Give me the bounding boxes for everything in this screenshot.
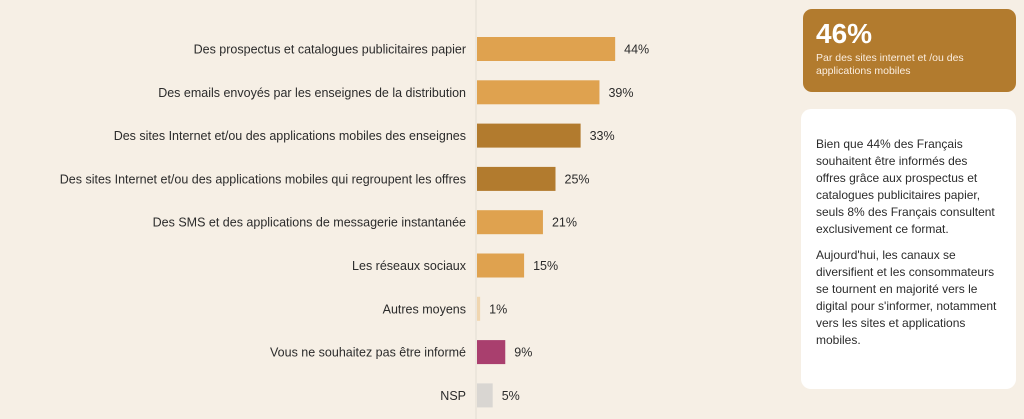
- bar: [477, 37, 616, 61]
- value-label: 15%: [533, 259, 558, 273]
- category-label: NSP: [440, 389, 466, 403]
- kpi-text: Par des sites internet et /ou des applic…: [816, 52, 964, 77]
- category-label: Autres moyens: [383, 302, 466, 316]
- bar: [477, 296, 481, 321]
- category-label: Des prospectus et catalogues publicitair…: [194, 43, 466, 57]
- bar: [477, 166, 556, 191]
- value-label: 1%: [489, 302, 507, 316]
- value-label: 5%: [502, 389, 520, 403]
- value-label: 9%: [514, 346, 532, 360]
- category-label: Des SMS et des applications de messageri…: [153, 216, 466, 230]
- note-card: Bien que 44% des Français souhaitent êtr…: [801, 109, 1016, 389]
- value-label: 25%: [565, 172, 590, 186]
- value-label: 33%: [590, 129, 615, 143]
- kpi-value: 46%: [816, 18, 873, 49]
- bar: [477, 210, 543, 235]
- bar: [477, 123, 581, 148]
- category-label: Des emails envoyés par les enseignes de …: [158, 86, 466, 100]
- bar: [477, 340, 506, 365]
- value-label: 21%: [552, 216, 577, 230]
- bar-chart: Des prospectus et catalogues publicitair…: [60, 0, 649, 419]
- category-label: Des sites Internet et/ou des application…: [60, 172, 466, 186]
- value-label: 39%: [608, 86, 633, 100]
- bar: [477, 383, 493, 408]
- category-label: Les réseaux sociaux: [352, 259, 467, 273]
- note-paragraph-1: Bien que 44% des Français souhaitent êtr…: [816, 137, 995, 236]
- category-label: Vous ne souhaitez pas être informé: [270, 346, 466, 360]
- bar: [477, 253, 525, 278]
- kpi-card: 46% Par des sites internet et /ou des ap…: [803, 9, 1016, 92]
- note-paragraph-2: Aujourd'hui, les canaux se diversifient …: [816, 248, 997, 347]
- category-label: Des sites Internet et/ou des application…: [114, 129, 466, 143]
- bar: [477, 80, 600, 105]
- value-label: 44%: [624, 43, 649, 57]
